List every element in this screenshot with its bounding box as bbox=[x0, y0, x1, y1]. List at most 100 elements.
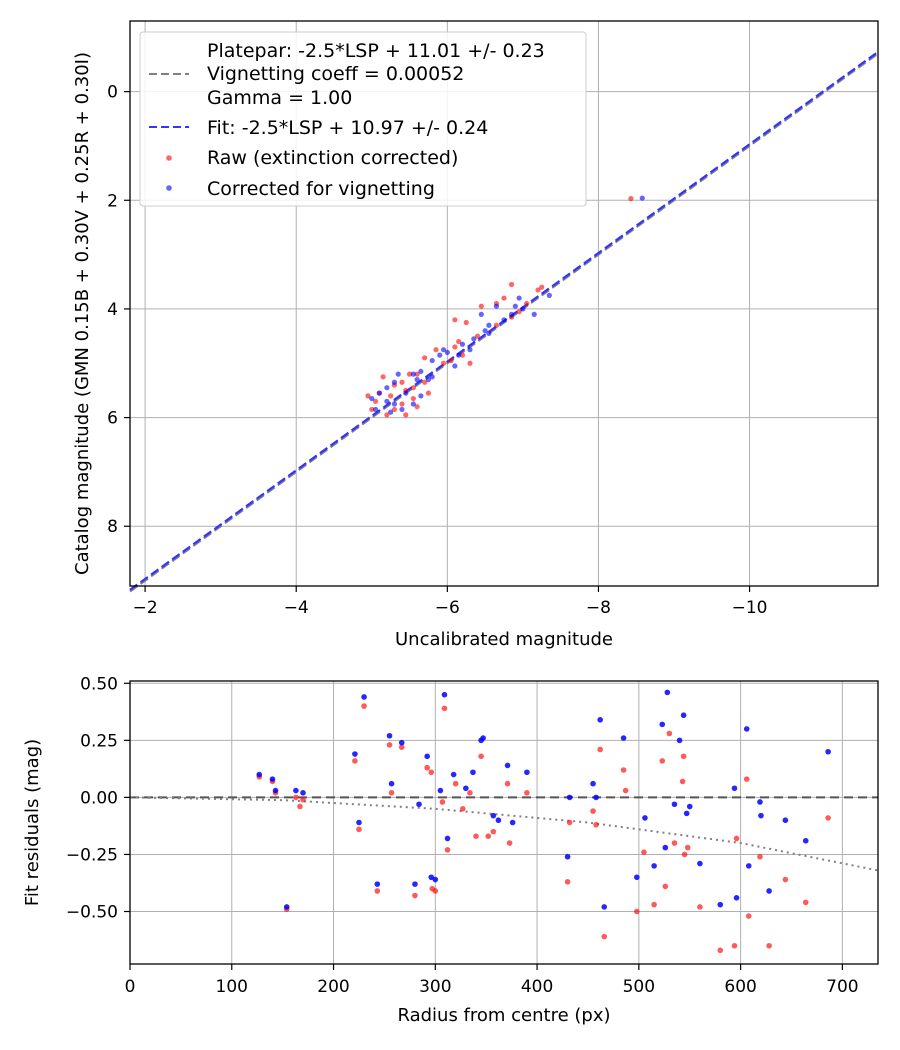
raw-point bbox=[410, 395, 416, 402]
raw-point bbox=[425, 390, 432, 396]
raw-residual-point bbox=[459, 806, 466, 812]
top-y-ticks: 0 2 4 6 8 bbox=[107, 83, 130, 537]
bottom-x-tick-label: 100 bbox=[216, 977, 248, 997]
raw-residual-point bbox=[398, 744, 405, 750]
bottom-x-tick-label: 400 bbox=[521, 977, 553, 997]
bottom-reference-lines bbox=[129, 796, 879, 872]
raw-point bbox=[535, 287, 541, 293]
raw-point bbox=[474, 333, 481, 339]
corrected-residual-point bbox=[766, 888, 772, 894]
raw-residual-point bbox=[478, 753, 484, 760]
corrected-point bbox=[546, 292, 552, 298]
top-x-tick-label: −2 bbox=[133, 598, 158, 618]
corrected-point bbox=[425, 376, 432, 383]
corrected-residual-point bbox=[717, 901, 724, 908]
legend-raw-label: Raw (extinction corrected) bbox=[207, 147, 458, 169]
top-y-tick-label: 0 bbox=[107, 83, 118, 103]
raw-residual-point bbox=[697, 904, 703, 910]
corrected-residual-point bbox=[352, 751, 358, 757]
corrected-residual-point bbox=[269, 776, 276, 782]
corrected-residual-point bbox=[412, 881, 418, 887]
corrected-residual-point bbox=[758, 812, 764, 819]
raw-residual-point bbox=[757, 853, 763, 860]
corrected-point bbox=[399, 406, 405, 413]
corrected-residual-point bbox=[470, 769, 476, 776]
corrected-residual-point bbox=[671, 801, 678, 808]
legend-fit-label: Fit: -2.5*LSP + 10.97 +/- 0.24 bbox=[207, 117, 488, 139]
raw-residual-point bbox=[743, 776, 750, 782]
corrected-point bbox=[512, 303, 518, 309]
corrected-residual-point bbox=[686, 803, 693, 810]
corrected-point bbox=[444, 349, 450, 355]
raw-point bbox=[448, 357, 454, 364]
top-x-tick-label: −8 bbox=[586, 598, 611, 618]
raw-residual-point bbox=[297, 803, 303, 810]
platepar-line bbox=[129, 52, 879, 593]
raw-residual-point bbox=[641, 849, 647, 855]
legend-platepar-label: Platepar: -2.5*LSP + 11.01 +/- 0.23 bbox=[207, 40, 545, 62]
corrected-residual-point bbox=[524, 769, 530, 776]
top-x-tick-label: −6 bbox=[435, 598, 460, 618]
corrected-residual-point bbox=[480, 735, 486, 741]
raw-point bbox=[406, 371, 413, 377]
raw-residual-point bbox=[597, 746, 603, 753]
raw-point bbox=[467, 360, 473, 366]
raw-point bbox=[433, 347, 439, 353]
corrected-residual-point bbox=[745, 863, 752, 869]
corrected-residual-point bbox=[697, 860, 703, 867]
corrected-residual-point bbox=[495, 817, 502, 824]
raw-residual-point bbox=[424, 764, 430, 771]
corrected-point bbox=[384, 398, 390, 404]
corrected-residual-point bbox=[676, 737, 683, 744]
corrected-residual-point bbox=[593, 794, 599, 801]
bottom-x-tick-label: 200 bbox=[317, 977, 349, 997]
bottom-x-ticks: 0 100 200 300 400 500 600 700 bbox=[125, 964, 859, 997]
raw-point bbox=[380, 374, 386, 380]
raw-point bbox=[539, 284, 545, 290]
raw-point bbox=[414, 404, 420, 410]
corrected-point bbox=[410, 371, 416, 377]
raw-residual-point bbox=[680, 753, 687, 760]
legend: Platepar: -2.5*LSP + 11.01 +/- 0.23 Vign… bbox=[139, 31, 587, 207]
raw-residual-point bbox=[622, 787, 629, 794]
corrected-residual-point bbox=[680, 712, 687, 719]
top-y-tick-label: 6 bbox=[107, 409, 118, 429]
corrected-residual-point bbox=[293, 787, 299, 794]
raw-point bbox=[372, 398, 379, 404]
legend-raw-swatch bbox=[166, 155, 172, 161]
bottom-x-axis-label: Radius from centre (px) bbox=[397, 1005, 610, 1026]
raw-residual-point bbox=[634, 908, 640, 915]
corrected-point bbox=[437, 352, 443, 358]
corrected-residual-point bbox=[374, 881, 381, 887]
corrected-point bbox=[388, 409, 394, 415]
raw-point bbox=[463, 319, 469, 326]
raw-residual-point bbox=[590, 808, 596, 814]
top-x-ticks: −2 −4 −6 −8 −10 bbox=[133, 586, 768, 618]
raw-residual-point bbox=[679, 778, 686, 785]
raw-residual-point bbox=[485, 833, 492, 839]
corrected-residual-point bbox=[432, 876, 439, 883]
corrected-residual-point bbox=[659, 721, 666, 728]
bottom-x-tick-label: 500 bbox=[623, 977, 655, 997]
bottom-y-ticks: 0.50 0.25 0.00 −0.25 −0.50 bbox=[66, 674, 130, 923]
raw-residual-point bbox=[467, 790, 473, 796]
corrected-residual-point bbox=[683, 810, 690, 817]
corrected-residual-point bbox=[651, 863, 657, 869]
corrected-point bbox=[639, 195, 645, 201]
corrected-residual-point bbox=[450, 771, 457, 778]
raw-residual-point bbox=[593, 821, 599, 828]
bottom-y-tick-label: 0.25 bbox=[80, 731, 118, 751]
bottom-y-axis-label: Fit residuals (mag) bbox=[22, 739, 43, 906]
raw-residual-point bbox=[412, 892, 418, 899]
raw-residual-point bbox=[452, 780, 459, 787]
top-plot-frame bbox=[129, 20, 879, 587]
corrected-residual-point bbox=[634, 874, 640, 881]
raw-residual-point bbox=[439, 799, 446, 805]
raw-residual-point bbox=[441, 705, 448, 712]
corrected-point bbox=[384, 385, 390, 391]
corrected-residual-point bbox=[733, 895, 740, 901]
bottom-scatter-points bbox=[256, 689, 831, 954]
raw-residual-point bbox=[564, 879, 571, 885]
corrected-point bbox=[508, 311, 515, 317]
raw-residual-point bbox=[490, 828, 497, 835]
